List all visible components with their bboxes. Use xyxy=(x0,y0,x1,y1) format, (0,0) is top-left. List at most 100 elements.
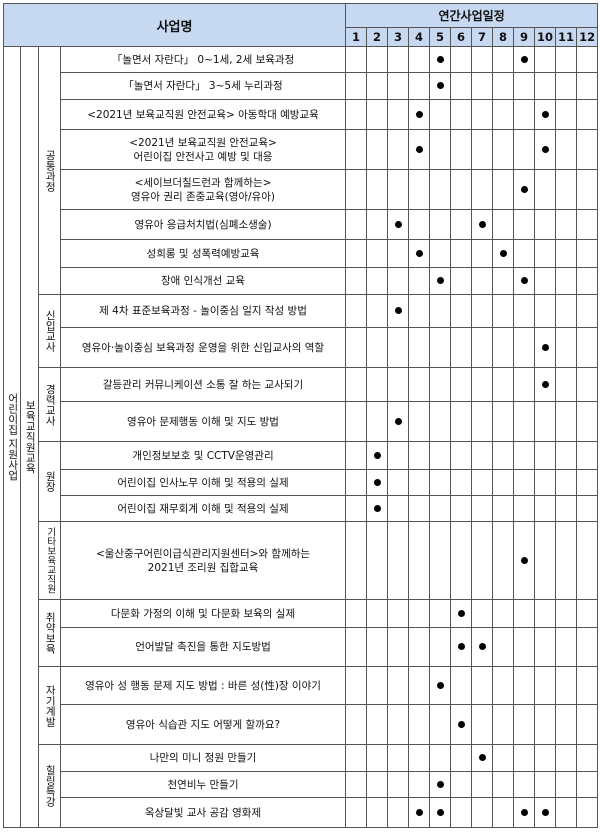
month-cell xyxy=(429,129,452,170)
schedule-dot xyxy=(436,277,444,284)
month-cell xyxy=(492,627,515,667)
month-cell xyxy=(492,441,515,470)
course-row: 어린이집 인사노무 이해 및 적용의 실제 xyxy=(4,469,599,496)
course-row: 어린이집 지원사업 보육교직원교육 공통과정 「놀면서 자란다」 0~1세, 2세 보… xyxy=(3,46,599,828)
month-cell xyxy=(471,209,494,240)
month-cell xyxy=(555,521,578,600)
month-cell xyxy=(408,327,431,368)
month-cell xyxy=(408,401,431,442)
month-cell xyxy=(387,704,410,745)
group-cell: 경력교사 xyxy=(38,367,61,442)
group-cell: 공통과정 xyxy=(38,46,61,295)
month-cell xyxy=(513,495,536,522)
month-cell xyxy=(576,744,599,772)
month-cell xyxy=(534,401,557,442)
month-cell xyxy=(345,744,368,772)
month-cell xyxy=(345,367,368,402)
course-name: 영유아 문제행동 이해 및 지도 방법 xyxy=(59,401,347,442)
month-cell xyxy=(492,401,515,442)
month-cell xyxy=(429,99,452,130)
month-cell xyxy=(387,627,410,667)
month-cell xyxy=(429,72,452,100)
month-cell xyxy=(555,704,578,745)
month-header: 5 xyxy=(429,27,452,47)
month-cell xyxy=(576,401,599,442)
schedule-dot xyxy=(436,82,444,89)
group-cell: 신입교사 xyxy=(38,294,61,368)
month-cell xyxy=(471,401,494,442)
month-cell xyxy=(555,401,578,442)
month-cell xyxy=(429,209,452,240)
month-cell xyxy=(555,797,578,828)
month-cell xyxy=(471,495,494,522)
month-cell xyxy=(450,46,473,73)
course-name-line: 갈등관리 커뮤니케이션 소통 잘 하는 교사되기 xyxy=(102,378,304,391)
month-cell xyxy=(534,46,557,73)
month-cell xyxy=(534,169,557,210)
schedule-table: 사업명 연간사업일정 1 2 3 4 5 6 7 8 9 10 11 12 어린이집 지원사업 보육교직원교육… xyxy=(2,3,599,828)
month-cell xyxy=(534,99,557,130)
month-cell xyxy=(345,469,368,496)
month-cell xyxy=(387,129,410,170)
month-cell xyxy=(387,209,410,240)
month-cell xyxy=(534,797,557,828)
month-cell xyxy=(471,704,494,745)
month-cell xyxy=(429,744,452,772)
month-cell xyxy=(492,294,515,328)
course-row: <2021년 보육교직원 안전교육> 아동학대 예방교육 xyxy=(4,99,599,130)
month-cell xyxy=(345,771,368,798)
course-name-line: 장애 인식개선 교육 xyxy=(161,275,245,287)
month-cell xyxy=(366,666,389,705)
month-cell xyxy=(429,495,452,522)
month-cell xyxy=(387,327,410,368)
month-cell xyxy=(492,239,515,268)
month-cell xyxy=(450,666,473,705)
month-cell xyxy=(429,771,452,798)
schedule-dot xyxy=(394,220,402,228)
month-cell xyxy=(429,294,452,328)
month-cell xyxy=(366,239,389,268)
month-cell xyxy=(366,441,389,470)
month-cell xyxy=(345,169,368,210)
month-cell xyxy=(513,46,536,73)
header-row: 사업명 연간사업일정 xyxy=(2,3,599,47)
month-cell xyxy=(555,744,578,772)
month-cell xyxy=(450,495,473,522)
month-cell xyxy=(576,599,599,628)
course-name: <2021년 보육교직원 안전교육> 아동학대 예방교육 xyxy=(59,99,347,130)
course-name: 천연비누 만들기 xyxy=(59,771,347,798)
schedule-dot xyxy=(541,145,549,153)
month-cell xyxy=(408,469,431,496)
month-cell xyxy=(555,666,578,705)
month-cell xyxy=(513,294,536,328)
month-cell xyxy=(513,99,536,130)
month-header: 9 xyxy=(513,27,536,47)
month-cell xyxy=(555,469,578,496)
month-cell xyxy=(471,469,494,496)
month-cell xyxy=(555,495,578,522)
schedule-dot xyxy=(541,343,549,351)
month-cell xyxy=(534,521,557,600)
month-cell xyxy=(450,401,473,442)
month-cell xyxy=(387,771,410,798)
month-cell xyxy=(555,441,578,470)
month-cell xyxy=(387,294,410,328)
schedule-dot xyxy=(436,681,444,689)
schedule-dot xyxy=(457,609,465,617)
month-cell xyxy=(555,239,578,268)
month-cell xyxy=(513,72,536,100)
month-cell xyxy=(513,704,536,745)
month-cell xyxy=(471,46,494,73)
group-label: 공통과정 xyxy=(44,149,57,192)
course-name-line: 영유아 응급처치법(심폐소생술) xyxy=(134,218,272,231)
month-cell xyxy=(408,521,431,600)
month-cell xyxy=(408,267,431,295)
month-cell xyxy=(366,129,389,170)
schedule-dot xyxy=(457,643,465,650)
schedule-dot xyxy=(436,780,444,788)
month-header: 7 xyxy=(471,27,494,47)
month-cell xyxy=(450,627,473,667)
month-cell xyxy=(345,704,368,745)
month-cell xyxy=(450,469,473,496)
group-label: 자기계발 xyxy=(44,684,57,727)
